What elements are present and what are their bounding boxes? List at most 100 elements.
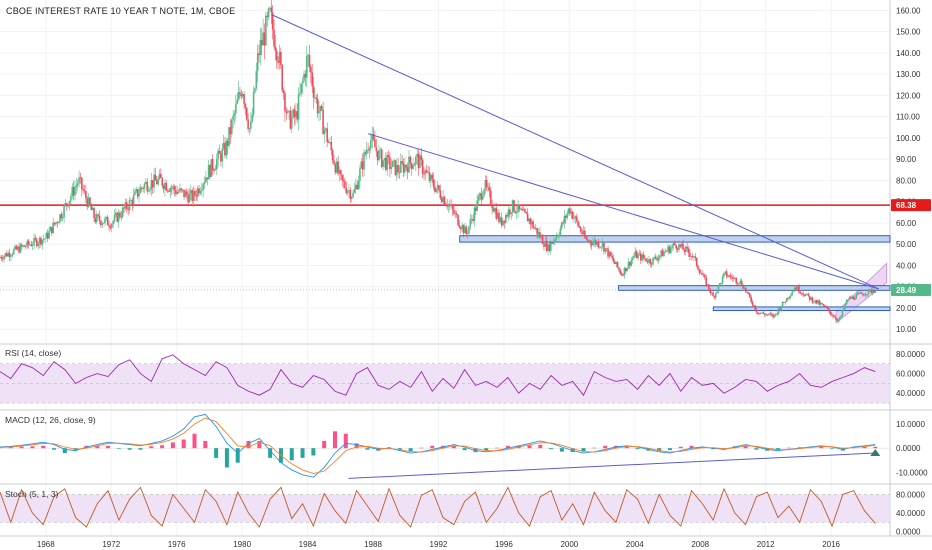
candle-body [624,267,627,272]
candle-body [266,15,269,17]
candle-body [862,293,864,296]
candle-body [215,159,218,169]
candle-body [627,261,630,268]
candle-body [697,265,699,270]
candle-body [113,214,116,222]
y-tick-label: 130.00 [896,70,921,79]
candle-body [11,254,14,256]
candle-body [292,109,294,118]
macd-hist-bar [657,448,662,451]
candle-body [769,313,772,315]
candle-body [87,197,90,207]
candle-body [864,294,867,296]
candle-body [198,188,200,194]
candle-body [335,161,338,173]
support-zone [617,285,891,291]
candle-body [145,181,147,184]
candle-body [311,72,314,87]
macd-signal-arrow-icon [870,449,881,457]
macd-hist-bar [678,446,683,449]
candle-body [263,32,266,46]
candle-body [847,299,849,301]
macd-hist-bar [257,440,262,449]
candle-body [469,219,472,227]
candle-body [515,212,518,214]
candle-body [275,51,278,61]
macd-hist-bar [743,445,748,449]
candle-body [494,208,496,212]
candle-body [424,170,427,175]
candle-body [518,204,521,210]
candle-body [170,188,173,190]
candle-body [806,293,808,295]
macd-hist-bar [592,447,597,449]
candle-body [833,316,836,318]
candle-body [329,141,331,143]
candle-body [220,153,222,162]
candle-body [472,219,474,221]
candle-body [359,168,361,181]
candle-body [402,163,405,173]
candle-body [863,294,866,296]
candle-body [626,267,628,272]
candle-body [543,244,545,247]
candle-body [274,46,277,52]
macd-hist-bar [365,448,370,450]
candle-body [150,180,153,190]
candle-body [642,254,645,258]
y-tick-label: 20.00 [896,304,917,313]
macd-hist-bar [268,448,273,458]
candle-body [761,312,763,314]
support-zone [712,306,891,312]
candle-body [136,189,139,197]
candle-body [616,261,619,268]
candle-body [66,203,68,206]
candle-body [554,239,556,241]
candle-body [650,263,653,265]
macd-hist-bar [689,445,694,449]
candle-body [353,189,356,193]
candle-body [14,246,16,250]
candle-body [596,241,598,245]
candle-body [207,165,210,180]
candle-body [280,51,282,66]
candle-body [438,185,440,191]
candle-body [791,292,793,296]
candle-body [631,258,634,261]
macd-hist-bar [192,433,197,449]
candle-body [826,307,829,309]
macd-hist-bar [624,446,629,449]
candle-body [507,209,510,217]
y-tick-label: 150.00 [896,28,921,37]
candle-body [439,190,442,199]
candle-body [562,222,564,224]
candle-body [364,152,367,154]
candle-body [536,228,538,235]
candle-body [839,317,841,320]
candle-body [385,157,387,170]
candle-body [300,83,303,93]
candle-body [293,109,296,118]
candle-body [337,161,339,174]
candle-body [709,289,712,293]
stoch-label: Stoch (5, 1, 3) [5,489,59,499]
candle-body [183,189,185,197]
candle-body [552,240,555,244]
candle-body [389,157,391,169]
candle-body [765,314,768,316]
candle-body [837,319,840,321]
candle-body [108,225,110,227]
candle-body [104,218,106,223]
candle-body [475,207,477,211]
candle-body [754,305,757,311]
candle-body [766,314,769,316]
candle-body [240,93,243,97]
candle-body [376,150,379,161]
candle-body [462,225,465,234]
candle-body [851,296,853,299]
candle-body [78,177,80,184]
candle-body [724,271,727,273]
candle-body [151,180,154,188]
candle-body [635,251,638,259]
candle-body [289,110,292,129]
